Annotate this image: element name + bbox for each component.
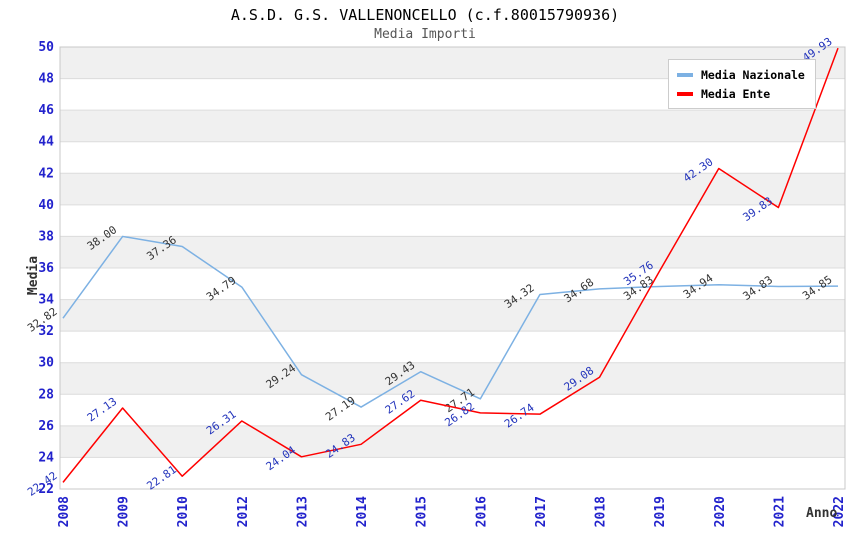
series-line-media-ente xyxy=(62,47,839,483)
x-tick-label: 2014 xyxy=(355,496,370,527)
media-ente-swatch-icon xyxy=(677,91,693,96)
series-line-media-nazionale xyxy=(62,235,839,408)
y-tick-label: 32 xyxy=(38,324,54,339)
y-grid-band xyxy=(60,141,845,174)
x-tick-label: 2009 xyxy=(117,496,132,527)
x-tick-label: 2022 xyxy=(832,496,847,527)
y-tick-label: 44 xyxy=(38,135,54,150)
x-tick-label: 2021 xyxy=(772,496,787,527)
y-grid-band xyxy=(60,268,845,300)
legend-label: Media Ente xyxy=(701,86,771,101)
y-grid-band xyxy=(60,110,845,142)
x-tick-label: 2020 xyxy=(713,496,728,527)
media-nazionale-swatch-icon xyxy=(677,72,693,77)
legend-item-media-nazionale: Media Nazionale xyxy=(677,65,805,84)
x-axis-title: Anno xyxy=(806,506,838,521)
x-tick-label: 2013 xyxy=(295,496,310,527)
x-tick-label: 2012 xyxy=(236,496,251,527)
y-tick-label: 48 xyxy=(38,72,54,87)
y-grid-band xyxy=(60,204,845,237)
plot-border xyxy=(59,46,846,490)
x-tick-label: 2015 xyxy=(415,496,430,527)
y-tick-label: 38 xyxy=(38,229,54,244)
y-axis-title: Media xyxy=(26,255,42,296)
y-grid-band xyxy=(60,173,845,205)
x-tick-label: 2017 xyxy=(534,496,549,527)
x-tick-label: 2018 xyxy=(594,496,609,527)
y-grid-band xyxy=(60,425,845,458)
y-tick-label: 28 xyxy=(38,387,54,402)
x-tick-label: 2019 xyxy=(653,496,668,527)
chart-legend: Media Nazionale Media Ente xyxy=(668,59,816,109)
chart-title: A.S.D. G.S. VALLENONCELLO (c.f.800157909… xyxy=(230,6,620,24)
y-grid-band xyxy=(60,394,845,426)
y-grid-band xyxy=(60,236,845,268)
chart-subtitle: Media Importi xyxy=(374,27,476,42)
y-grid-band xyxy=(60,457,845,489)
y-grid-band xyxy=(60,331,845,363)
y-tick-label: 26 xyxy=(38,419,54,434)
y-tick-label: 36 xyxy=(38,261,54,276)
y-tick-label: 34 xyxy=(38,293,54,308)
y-tick-label: 46 xyxy=(38,103,54,118)
y-tick-label: 40 xyxy=(38,198,54,213)
y-tick-label: 22 xyxy=(38,482,54,497)
x-tick-label: 2008 xyxy=(57,496,72,527)
legend-label: Media Nazionale xyxy=(701,67,805,82)
x-tick-label: 2016 xyxy=(474,496,489,527)
y-grid-band xyxy=(60,362,845,395)
x-tick-label: 2010 xyxy=(176,496,191,527)
y-grid-band xyxy=(60,299,845,332)
y-tick-label: 42 xyxy=(38,166,54,181)
y-tick-label: 30 xyxy=(38,356,54,371)
y-tick-label: 24 xyxy=(38,450,54,465)
legend-item-media-ente: Media Ente xyxy=(677,84,805,103)
y-tick-label: 50 xyxy=(38,40,54,55)
